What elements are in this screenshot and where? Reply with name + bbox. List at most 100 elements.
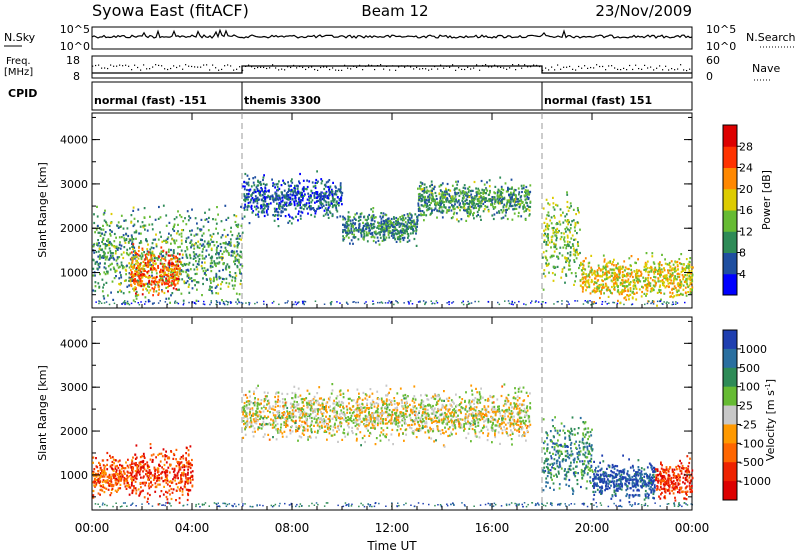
- range-gate-cell: [230, 227, 232, 229]
- range-gate-cell: [143, 265, 145, 267]
- range-gate-cell: [181, 243, 183, 245]
- range-gate-cell: [399, 216, 401, 218]
- range-gate-cell: [321, 206, 323, 208]
- range-gate-cell: [341, 194, 343, 196]
- range-gate-cell: [159, 253, 161, 255]
- range-gate-cell: [645, 270, 647, 272]
- range-gate-cell: [130, 474, 132, 476]
- range-gate-cell: [191, 209, 193, 211]
- range-gate-cell: [131, 303, 133, 305]
- range-gate-cell: [264, 190, 266, 192]
- freq-point: [128, 66, 129, 67]
- range-gate-cell: [327, 197, 329, 199]
- range-gate-cell: [220, 283, 222, 285]
- range-gate-cell: [316, 170, 318, 172]
- range-gate-cell: [585, 300, 587, 302]
- range-gate-cell: [93, 245, 95, 247]
- colorbar-swatch: [723, 253, 737, 275]
- range-gate-cell: [110, 483, 112, 485]
- range-gate-cell: [570, 251, 572, 253]
- freq-point: [554, 69, 555, 70]
- range-gate-cell: [161, 263, 163, 265]
- range-gate-cell: [571, 272, 573, 274]
- range-gate-cell: [577, 241, 579, 243]
- range-gate-cell: [300, 218, 302, 220]
- range-gate-cell: [510, 198, 512, 200]
- range-gate-cell: [165, 301, 167, 303]
- range-gate-cell: [134, 218, 136, 220]
- range-gate-cell: [258, 211, 260, 213]
- range-gate-cell: [677, 276, 679, 278]
- range-gate-cell: [191, 244, 193, 246]
- range-gate-cell: [165, 278, 167, 280]
- range-gate-cell: [210, 282, 212, 284]
- range-gate-cell: [135, 462, 137, 464]
- range-gate-cell: [95, 301, 97, 303]
- range-gate-cell: [119, 464, 121, 466]
- range-gate-cell: [257, 184, 259, 186]
- range-gate-cell: [94, 231, 96, 233]
- range-gate-cell: [600, 275, 602, 277]
- range-gate-cell: [355, 236, 357, 238]
- range-gate-cell: [105, 488, 107, 490]
- range-gate-cell: [190, 445, 192, 447]
- range-gate-cell: [582, 290, 584, 292]
- range-gate-cell: [614, 289, 616, 291]
- range-gate-cell: [241, 265, 243, 267]
- range-gate-cell: [327, 186, 329, 188]
- range-gate-cell: [172, 492, 174, 494]
- range-gate-cell: [144, 270, 146, 272]
- range-gate-cell: [587, 302, 589, 304]
- range-gate-cell: [153, 247, 155, 249]
- range-gate-cell: [446, 209, 448, 211]
- range-gate-cell: [424, 304, 426, 306]
- range-gate-cell: [112, 255, 114, 257]
- range-gate-cell: [139, 265, 141, 267]
- range-gate-cell: [353, 228, 355, 230]
- range-gate-cell: [207, 221, 209, 223]
- freq-point: [212, 64, 213, 65]
- range-gate-cell: [625, 290, 627, 292]
- range-gate-cell: [397, 238, 399, 240]
- range-gate-cell: [659, 267, 661, 269]
- range-gate-cell: [344, 224, 346, 226]
- range-gate-cell: [198, 301, 200, 303]
- range-gate-cell: [107, 240, 109, 242]
- range-gate-cell: [237, 237, 239, 239]
- range-gate-cell: [250, 199, 252, 201]
- range-gate-cell: [140, 270, 142, 272]
- range-gate-cell: [269, 198, 271, 200]
- range-gate-cell: [543, 207, 545, 209]
- range-gate-cell: [546, 259, 548, 261]
- range-gate-cell: [598, 285, 600, 287]
- range-gate-cell: [517, 203, 519, 205]
- range-gate-cell: [98, 462, 100, 464]
- range-gate-cell: [206, 249, 208, 251]
- range-gate-cell: [570, 237, 572, 239]
- colorbar-tick-label: 28: [739, 140, 753, 153]
- range-gate-cell: [266, 183, 268, 185]
- range-gate-cell: [104, 481, 106, 483]
- range-gate-cell: [595, 303, 597, 305]
- range-gate-cell: [578, 253, 580, 255]
- range-gate-cell: [286, 198, 288, 200]
- range-gate-cell: [113, 459, 115, 461]
- range-gate-cell: [385, 214, 387, 216]
- range-gate-cell: [98, 232, 100, 234]
- range-gate-cell: [105, 231, 107, 233]
- range-gate-cell: [439, 185, 441, 187]
- range-gate-cell: [187, 275, 189, 277]
- freq-label-2: [MHz]: [4, 67, 33, 78]
- range-gate-cell: [247, 182, 249, 184]
- range-gate-cell: [557, 266, 559, 268]
- range-gate-cell: [644, 304, 646, 306]
- range-gate-cell: [119, 271, 121, 273]
- range-gate-cell: [480, 219, 482, 221]
- range-gate-cell: [652, 279, 654, 281]
- range-gate-cell: [428, 199, 430, 201]
- range-gate-cell: [569, 259, 571, 261]
- range-gate-cell: [257, 213, 259, 215]
- range-gate-cell: [667, 263, 669, 265]
- range-gate-cell: [142, 289, 144, 291]
- range-gate-cell: [627, 290, 629, 292]
